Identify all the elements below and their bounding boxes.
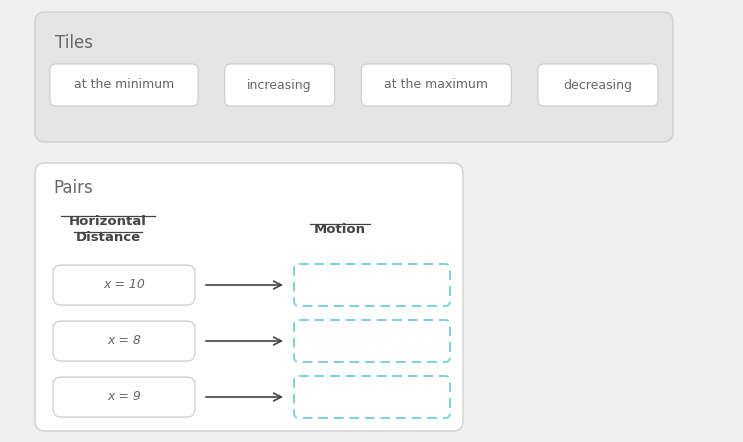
- Text: decreasing: decreasing: [563, 79, 632, 91]
- Text: at the maximum: at the maximum: [384, 79, 488, 91]
- Text: x = 10: x = 10: [103, 278, 145, 292]
- FancyBboxPatch shape: [53, 265, 195, 305]
- FancyBboxPatch shape: [361, 64, 511, 106]
- Text: x = 9: x = 9: [107, 390, 141, 404]
- Text: Pairs: Pairs: [53, 179, 93, 197]
- FancyBboxPatch shape: [224, 64, 334, 106]
- FancyBboxPatch shape: [294, 376, 450, 418]
- Text: Motion: Motion: [314, 223, 366, 236]
- Text: x = 8: x = 8: [107, 335, 141, 347]
- FancyBboxPatch shape: [50, 64, 198, 106]
- FancyBboxPatch shape: [35, 163, 463, 431]
- FancyBboxPatch shape: [53, 321, 195, 361]
- FancyBboxPatch shape: [294, 264, 450, 306]
- FancyBboxPatch shape: [53, 377, 195, 417]
- Text: increasing: increasing: [247, 79, 312, 91]
- Text: Tiles: Tiles: [55, 34, 93, 52]
- FancyBboxPatch shape: [538, 64, 658, 106]
- Text: at the minimum: at the minimum: [74, 79, 174, 91]
- FancyBboxPatch shape: [294, 320, 450, 362]
- Text: Distance: Distance: [76, 231, 140, 244]
- Text: Horizontal: Horizontal: [69, 215, 147, 228]
- FancyBboxPatch shape: [35, 12, 673, 142]
